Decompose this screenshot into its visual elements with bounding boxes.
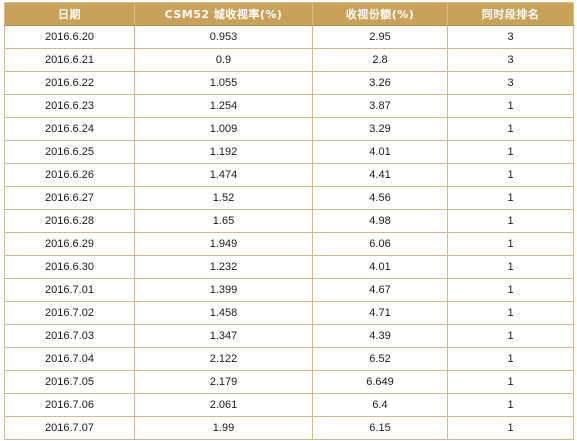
header-share: 收视份额(%) [312,2,448,26]
cell-rating: 1.254 [134,94,313,118]
cell-rating: 1.399 [134,278,313,302]
cell-rank: 1 [447,278,574,302]
cell-rating: 1.009 [134,117,313,141]
cell-share: 4.41 [312,163,448,187]
header-rank: 同时段排名 [447,2,574,26]
cell-date: 2016.6.21 [4,48,135,72]
table-row: 2016.6.23 1.254 3.87 1 [4,94,574,118]
cell-share: 6.649 [312,370,448,394]
cell-rank: 1 [447,163,574,187]
table-row: 2016.6.27 1.52 4.56 1 [4,186,574,210]
cell-rank: 1 [447,186,574,210]
table-row: 2016.7.03 1.347 4.39 1 [4,324,574,348]
cell-rank: 1 [447,255,574,279]
cell-date: 2016.6.20 [4,25,135,49]
cell-share: 6.52 [312,347,448,371]
cell-share: 3.87 [312,94,448,118]
cell-share: 6.4 [312,393,448,417]
cell-rank: 1 [447,232,574,256]
cell-rank: 1 [447,416,574,440]
cell-rank: 1 [447,140,574,164]
cell-share: 3.26 [312,71,448,95]
cell-share: 4.01 [312,255,448,279]
cell-share: 2.95 [312,25,448,49]
cell-rank: 1 [447,94,574,118]
cell-date: 2016.7.01 [4,278,135,302]
table-body: 2016.6.20 0.953 2.95 3 2016.6.21 0.9 2.8 3 2016.… [4,25,574,440]
header-rating: CSM52 城收视率(%) [134,2,313,26]
cell-date: 2016.7.05 [4,370,135,394]
table-row: 2016.6.20 0.953 2.95 3 [4,25,574,49]
cell-date: 2016.6.23 [4,94,135,118]
cell-date: 2016.7.06 [4,393,135,417]
cell-rating: 1.055 [134,71,313,95]
table-row: 2016.7.07 1.99 6.15 1 [4,416,574,440]
cell-rating: 2.122 [134,347,313,371]
cell-date: 2016.7.07 [4,416,135,440]
cell-rating: 1.52 [134,186,313,210]
header-date: 日期 [4,2,135,26]
table-row: 2016.7.02 1.458 4.71 1 [4,301,574,325]
table-row: 2016.6.21 0.9 2.8 3 [4,48,574,72]
table-row: 2016.6.29 1.949 6.06 1 [4,232,574,256]
cell-rank: 1 [447,209,574,233]
cell-date: 2016.6.30 [4,255,135,279]
cell-date: 2016.6.25 [4,140,135,164]
cell-rating: 1.232 [134,255,313,279]
cell-date: 2016.6.28 [4,209,135,233]
table-row: 2016.7.06 2.061 6.4 1 [4,393,574,417]
cell-rating: 2.179 [134,370,313,394]
cell-share: 6.06 [312,232,448,256]
table-row: 2016.6.26 1.474 4.41 1 [4,163,574,187]
table-row: 2016.7.05 2.179 6.649 1 [4,370,574,394]
cell-share: 4.98 [312,209,448,233]
ratings-table-container: 日期 CSM52 城收视率(%) 收视份额(%) 同时段排名 2016.6.20… [4,2,574,440]
cell-date: 2016.6.29 [4,232,135,256]
cell-rating: 1.65 [134,209,313,233]
table-row: 2016.6.28 1.65 4.98 1 [4,209,574,233]
cell-rank: 1 [447,301,574,325]
cell-share: 4.01 [312,140,448,164]
cell-share: 6.15 [312,416,448,440]
cell-rating: 2.061 [134,393,313,417]
cell-rating: 0.953 [134,25,313,49]
cell-share: 2.8 [312,48,448,72]
header-row: 日期 CSM52 城收视率(%) 收视份额(%) 同时段排名 [4,2,574,26]
cell-share: 4.71 [312,301,448,325]
cell-date: 2016.6.24 [4,117,135,141]
cell-date: 2016.6.26 [4,163,135,187]
cell-rank: 1 [447,117,574,141]
table-row: 2016.7.01 1.399 4.67 1 [4,278,574,302]
table-row: 2016.6.24 1.009 3.29 1 [4,117,574,141]
table-row: 2016.6.30 1.232 4.01 1 [4,255,574,279]
table-header: 日期 CSM52 城收视率(%) 收视份额(%) 同时段排名 [4,2,574,26]
cell-date: 2016.7.03 [4,324,135,348]
cell-rating: 1.474 [134,163,313,187]
cell-date: 2016.7.02 [4,301,135,325]
cell-rating: 1.192 [134,140,313,164]
cell-date: 2016.6.22 [4,71,135,95]
cell-date: 2016.6.27 [4,186,135,210]
cell-date: 2016.7.04 [4,347,135,371]
cell-rank: 1 [447,370,574,394]
table-row: 2016.7.04 2.122 6.52 1 [4,347,574,371]
cell-rating: 1.458 [134,301,313,325]
table-row: 2016.6.22 1.055 3.26 3 [4,71,574,95]
cell-share: 3.29 [312,117,448,141]
cell-rank: 1 [447,347,574,371]
cell-share: 4.67 [312,278,448,302]
cell-rank: 3 [447,48,574,72]
cell-share: 4.56 [312,186,448,210]
cell-rank: 3 [447,71,574,95]
cell-rank: 3 [447,25,574,49]
cell-rank: 1 [447,393,574,417]
cell-rating: 1.949 [134,232,313,256]
table-row: 2016.6.25 1.192 4.01 1 [4,140,574,164]
cell-rating: 1.347 [134,324,313,348]
cell-rating: 0.9 [134,48,313,72]
cell-rank: 1 [447,324,574,348]
ratings-table: 日期 CSM52 城收视率(%) 收视份额(%) 同时段排名 2016.6.20… [4,2,574,440]
cell-rating: 1.99 [134,416,313,440]
cell-share: 4.39 [312,324,448,348]
